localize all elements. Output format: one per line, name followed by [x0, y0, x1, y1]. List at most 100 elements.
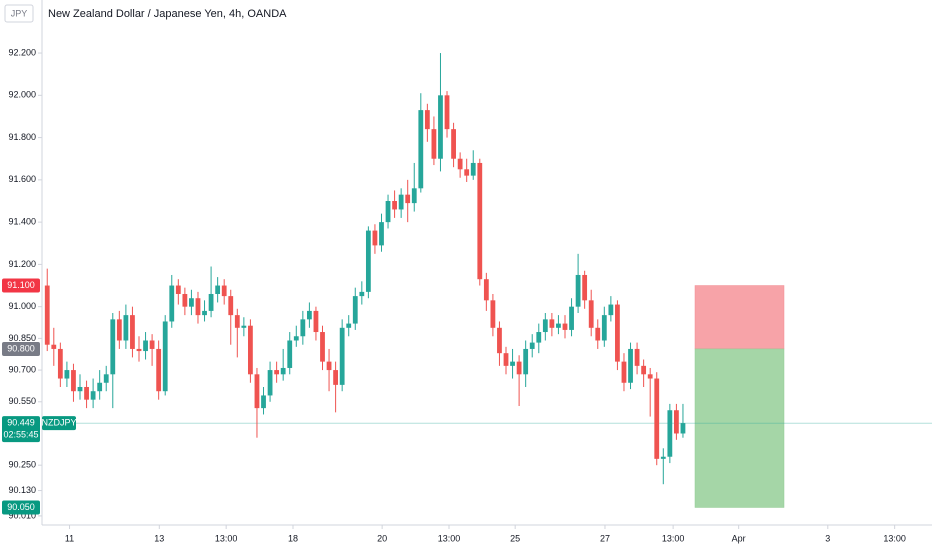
candle-body — [267, 370, 273, 396]
candle-body — [77, 386, 83, 392]
x-tick-label: 13 — [154, 533, 164, 543]
candle-body — [405, 194, 411, 204]
candle-body — [621, 361, 627, 383]
candle-body — [90, 391, 96, 400]
x-tick-label: 3 — [825, 533, 830, 543]
target-badge-bg — [2, 500, 40, 515]
candle-body — [306, 310, 312, 320]
candle-body — [464, 169, 470, 176]
y-tick-label: 90.550 — [8, 396, 36, 406]
candle-body — [280, 367, 286, 375]
symbol-badge-bg — [42, 416, 76, 431]
candle-body — [136, 348, 142, 352]
candle-body — [438, 95, 443, 159]
x-tick-label: 20 — [377, 533, 387, 543]
candle-body — [372, 230, 378, 246]
candle-body — [562, 323, 568, 330]
candle-body — [385, 200, 391, 223]
candle-body — [248, 325, 253, 375]
axes: 92.200 92.000 91.800 91.600 91.400 91.200 91.0… — [8, 47, 905, 543]
candle-body — [333, 370, 339, 385]
candle-body — [71, 370, 76, 392]
candle-body — [503, 353, 509, 366]
y-tick-label: 92.200 — [8, 47, 36, 57]
candle-body — [359, 291, 365, 297]
candle-body — [457, 158, 463, 170]
candle-body — [241, 325, 247, 328]
candle-body — [477, 162, 483, 280]
x-tick-label: 18 — [288, 533, 298, 543]
stop-zone — [694, 285, 785, 350]
candle-body — [51, 344, 57, 349]
candle-body — [660, 456, 666, 459]
candle-body — [641, 365, 647, 375]
candle-body — [582, 274, 588, 301]
candle-body — [97, 382, 103, 392]
x-tick-label: 13:00 — [883, 533, 906, 543]
candle-body — [84, 386, 89, 400]
candle-body — [346, 323, 352, 328]
candle-body — [169, 285, 175, 322]
candle-body — [130, 315, 135, 349]
y-tick-label: 91.400 — [8, 217, 36, 227]
target-zone — [694, 348, 785, 508]
candle-body — [569, 306, 574, 330]
x-tick-label: Apr — [732, 533, 746, 543]
candle-body — [182, 293, 188, 307]
y-tick-label: 90.850 — [8, 333, 36, 343]
y-tick-label: 91.800 — [8, 132, 36, 142]
candle-body — [411, 188, 417, 204]
y-tick-label: 92.000 — [8, 90, 36, 100]
candle-body — [254, 374, 260, 409]
candle-body — [208, 293, 214, 311]
candle-body — [274, 370, 280, 375]
currency-label[interactable]: JPY — [11, 8, 28, 18]
symbol-badge: NZDJPY — [41, 418, 76, 428]
candle-body — [516, 361, 522, 375]
candle-body — [536, 332, 542, 343]
candle-body — [680, 423, 686, 434]
current-price-badge: 90.449 — [7, 418, 35, 428]
candle-body — [483, 279, 489, 301]
candle-body — [575, 274, 581, 307]
candle-body — [674, 410, 679, 434]
candle-body — [667, 410, 673, 457]
candle-body — [123, 315, 129, 341]
entry-badge-bg — [2, 341, 40, 356]
candle-body — [143, 340, 148, 352]
candle-body — [444, 95, 450, 130]
candle-body — [189, 298, 194, 307]
candle-body — [634, 348, 640, 366]
candle-body — [601, 315, 607, 341]
candle-body — [542, 319, 548, 333]
candle-body — [615, 304, 620, 362]
candle-body — [64, 370, 70, 379]
x-tick-label: 13:00 — [438, 533, 461, 543]
candle-body — [549, 319, 555, 328]
candle-body — [398, 194, 404, 210]
entry-badge: 90.800 — [7, 343, 35, 353]
x-tick-label: 25 — [510, 533, 520, 543]
candle-body — [365, 230, 371, 292]
candle-body — [510, 361, 515, 366]
x-tick-label: 13:00 — [215, 533, 238, 543]
candle-body — [588, 300, 594, 328]
candle-body — [221, 285, 227, 297]
candle-body — [202, 310, 207, 316]
candle-body — [103, 374, 109, 383]
candle-body — [156, 348, 162, 392]
currency-button[interactable] — [4, 4, 34, 23]
candle-body — [110, 319, 116, 375]
candle-body — [628, 348, 633, 383]
candle-body — [654, 378, 660, 459]
candle-body — [470, 162, 476, 176]
x-tick-label: 13:00 — [662, 533, 685, 543]
candle-body — [234, 315, 240, 328]
y-tick-label: 91.200 — [8, 259, 36, 269]
candle-body — [320, 332, 325, 362]
candle-body — [175, 285, 181, 294]
